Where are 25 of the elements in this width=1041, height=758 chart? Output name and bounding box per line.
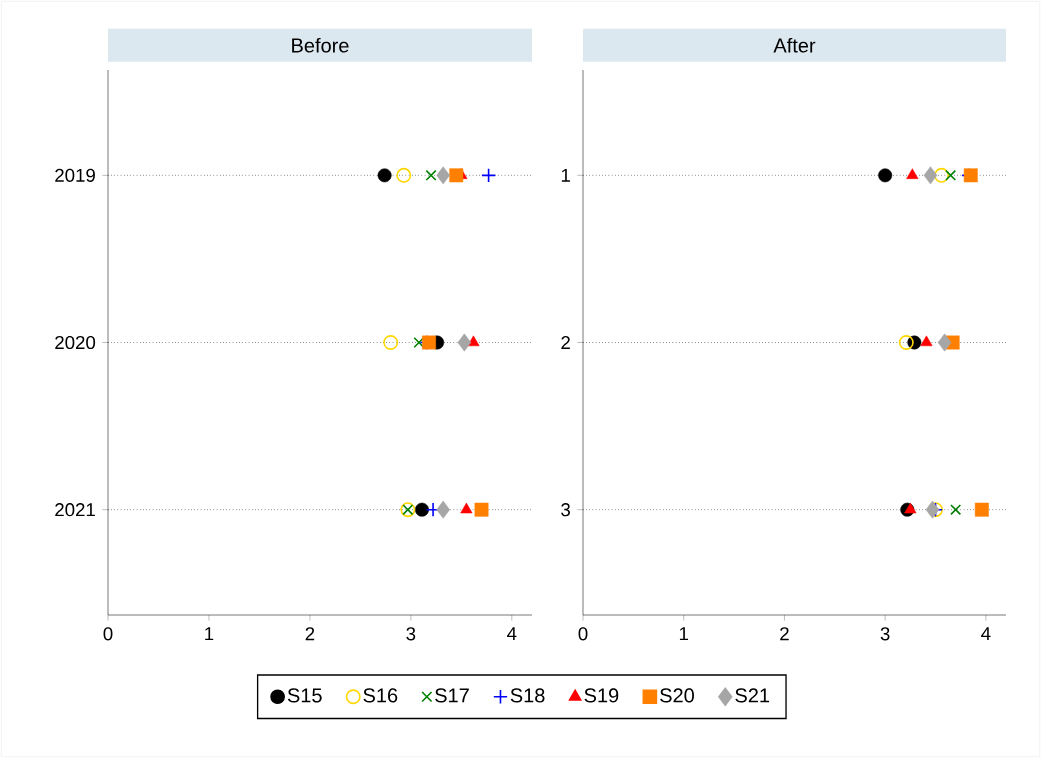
x-tick-label: 2: [305, 627, 315, 641]
x-tick-label: 4: [507, 627, 517, 641]
y-tick-label: 1: [561, 168, 570, 182]
x-tick-label: 0: [578, 627, 588, 641]
x-tick-label: 2: [780, 627, 789, 641]
legend-label: S15: [287, 688, 322, 703]
chart-title: Before: [292, 37, 349, 53]
y-tick-label: 2: [561, 335, 570, 350]
legend-label: S17: [435, 688, 469, 703]
x-tick-label: 4: [981, 627, 991, 641]
legend-label: S16: [363, 688, 398, 703]
x-tick-label: 3: [406, 627, 416, 641]
y-tick-label: 2019: [55, 168, 95, 182]
legend-label: S20: [660, 688, 694, 703]
legend-label: S18: [510, 688, 545, 703]
x-tick-label: 1: [205, 627, 214, 641]
x-tick-label: 0: [103, 627, 113, 641]
legend-label: S21: [735, 688, 770, 703]
y-tick-label: 3: [561, 503, 571, 517]
x-tick-label: 3: [880, 627, 890, 641]
legend-label: S19: [584, 688, 619, 703]
x-tick-label: 1: [679, 627, 689, 641]
y-tick-label: 2020: [55, 335, 96, 350]
y-tick-label: 2021: [55, 503, 95, 517]
chart-title: After: [773, 37, 816, 53]
